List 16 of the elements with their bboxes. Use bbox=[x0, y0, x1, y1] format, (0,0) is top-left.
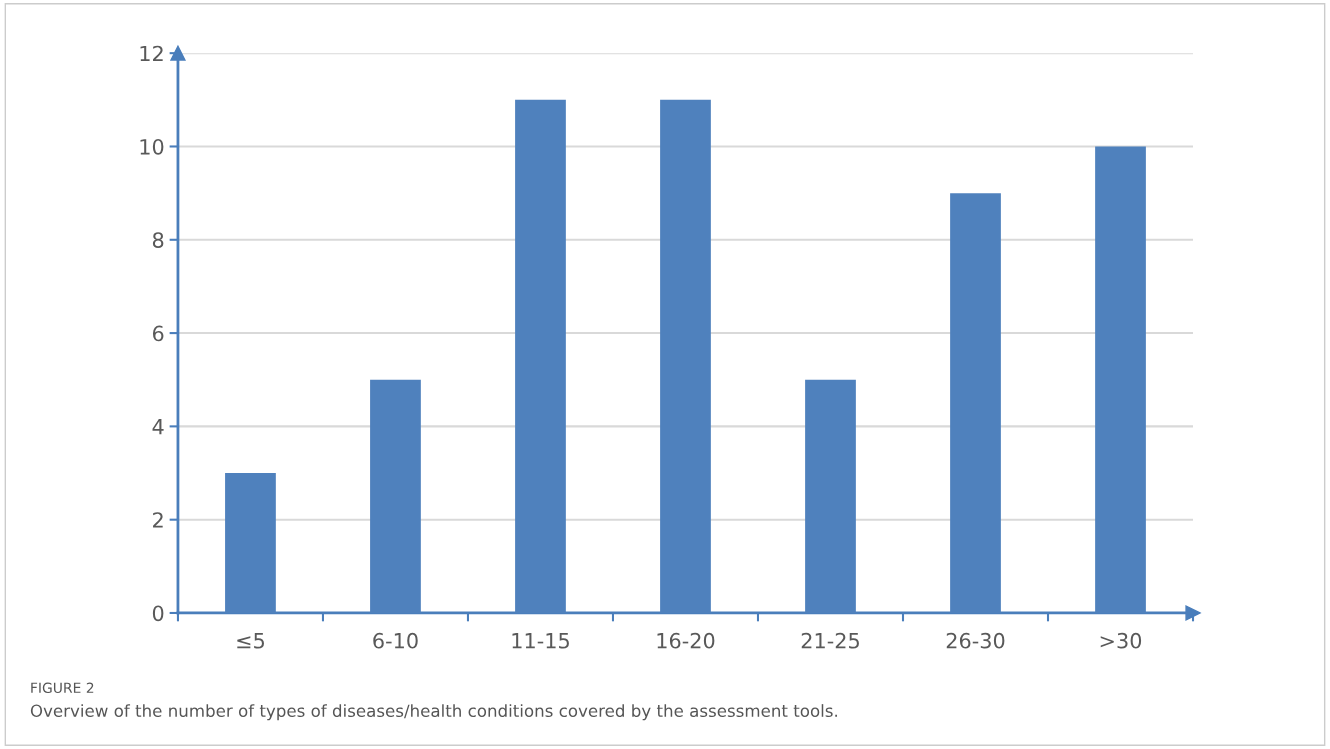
x-tick-label: >30 bbox=[1100, 632, 1142, 649]
x-tick-label: ≤5 bbox=[237, 633, 264, 649]
y-tick-label: 2 bbox=[153, 512, 163, 528]
text: Overview of the number of types of diseases/health conditions covered by the assessment tools. bbox=[30, 704, 837, 721]
caption: FIGURE 2 bbox=[31, 682, 94, 694]
x-tick-label: 26-30 bbox=[946, 632, 1005, 649]
y-tick-label: 8 bbox=[152, 232, 164, 248]
x-tick-label: 16-20 bbox=[657, 632, 715, 649]
x-tick-label: 11-15 bbox=[512, 633, 569, 649]
x-tick-label: 21-25 bbox=[801, 632, 859, 649]
y-tick-label: 0 bbox=[152, 605, 164, 622]
y-tick-label: 6 bbox=[152, 325, 164, 342]
y-tick-label: 10 bbox=[140, 138, 164, 155]
y-tick-label: 4 bbox=[152, 419, 164, 435]
x-tick-label: 6-10 bbox=[373, 632, 418, 649]
y-tick-label: 12 bbox=[140, 45, 163, 62]
